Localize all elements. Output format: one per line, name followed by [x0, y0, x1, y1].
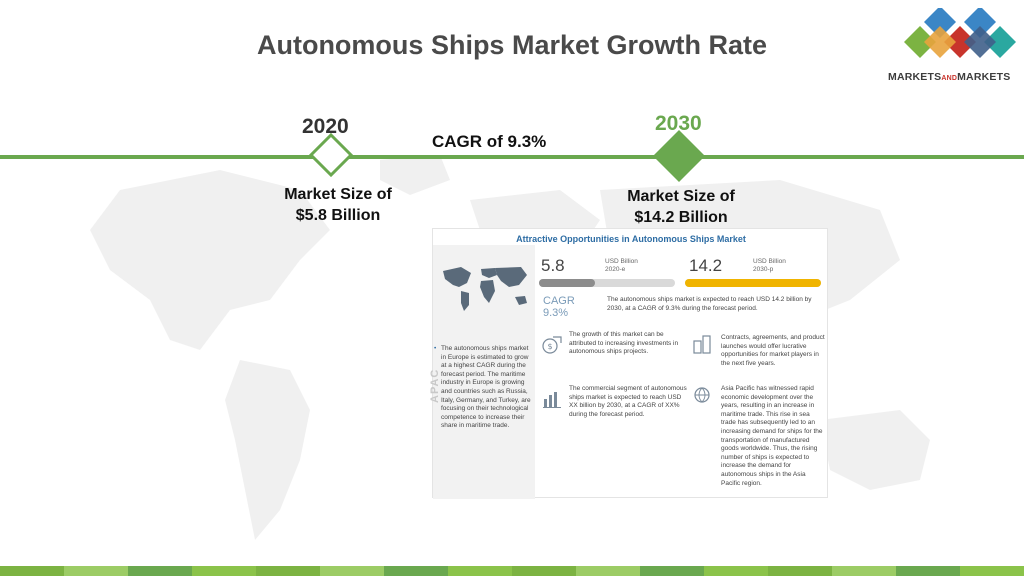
opportunities-infographic: Attractive Opportunities in Autonomous S…: [429, 228, 828, 499]
start-year: 2020: [302, 115, 349, 138]
cagr-label: CAGR of 9.3%: [432, 132, 547, 151]
end-year: 2030: [655, 112, 702, 135]
stat-2020-bar-track: [539, 279, 675, 287]
stat-2020-value: 5.8: [541, 256, 565, 275]
page-title: Autonomous Ships Market Growth Rate: [256, 30, 768, 60]
stat-2020-unit: USD Billion 2020-e: [605, 258, 638, 273]
bar-chart-icon: [543, 392, 561, 408]
apac-watermark: APAC: [429, 368, 441, 403]
markets-and-markets-logo: [904, 8, 1016, 58]
logo-wordmark: MARKETSANDMARKETS: [888, 71, 1011, 83]
start-market-size: Market Size of $5.8 Billion: [284, 186, 392, 224]
point-asia-pacific: Asia Pacific has witnessed rapid economi…: [721, 385, 823, 487]
infographic-title: Attractive Opportunities in Autonomous S…: [516, 234, 746, 244]
mini-world-map-icon: [443, 267, 527, 311]
end-market-size: Market Size of $14.2 Billion: [627, 188, 735, 226]
stat-2030-bar-fill: [685, 279, 821, 287]
stat-2020-bar-fill: [539, 279, 595, 287]
point-contracts: Contracts, agreements, and product launc…: [721, 334, 825, 367]
infographic-left-panel: APAC The autonomous ships market in Euro…: [429, 245, 535, 499]
svg-text:$: $: [548, 342, 553, 351]
point-commercial-segment: The commercial segment of autonomous shi…: [569, 385, 687, 418]
stat-2030-value: 14.2: [689, 256, 723, 275]
start-diamond-marker: [309, 133, 353, 177]
bottom-stripe: [0, 566, 1024, 576]
dollar-growth-icon: $: [542, 336, 562, 354]
end-diamond-marker: [653, 130, 705, 182]
building-chart-icon: [693, 335, 711, 354]
globe-hand-icon: [694, 387, 710, 403]
infographic-cagr: CAGR 9.3%: [543, 295, 575, 319]
stat-2030-unit: USD Billion 2030-p: [753, 258, 786, 273]
europe-note: The autonomous ships market in Europe is…: [434, 345, 533, 431]
timeline-line: [0, 155, 1024, 159]
cagr-description: The autonomous ships market is expected …: [607, 296, 812, 312]
point-investments: The growth of this market can be attribu…: [569, 331, 679, 356]
